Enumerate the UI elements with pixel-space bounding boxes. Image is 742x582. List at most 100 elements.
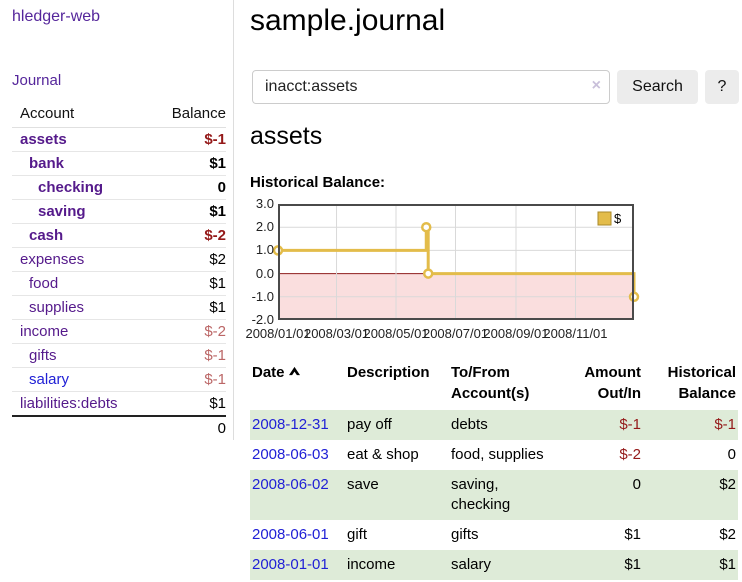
amount-header: Amount Out/In	[584, 364, 641, 402]
transaction-balance: 0	[727, 446, 736, 463]
transaction-description: save	[345, 470, 449, 520]
account-balance: 0	[153, 175, 226, 200]
transaction-accounts: food, supplies	[451, 446, 544, 463]
account-balance: $2	[153, 247, 226, 272]
transaction-description: eat & shop	[347, 446, 419, 463]
chart-title: Historical Balance:	[250, 174, 386, 191]
accounts-total-row: 0	[12, 416, 226, 440]
accounts-table: Account Balance assets $-1 bank $1 check…	[12, 102, 226, 440]
legend-swatch	[597, 211, 612, 226]
transaction-date-link[interactable]: 2008-06-01	[252, 526, 329, 543]
account-link-food[interactable]: food	[29, 275, 59, 292]
account-row: liabilities:debts $1	[12, 391, 226, 417]
account-link-supplies[interactable]: supplies	[29, 299, 85, 316]
account-link-assets[interactable]: assets	[20, 131, 67, 148]
y-axis-tick-label: 0.0	[255, 265, 274, 281]
register-row: 2008-12-31 pay off debts $-1 $-1	[250, 410, 738, 440]
account-row: cash $-2	[12, 223, 226, 248]
transaction-accounts: salary	[449, 550, 553, 580]
y-axis-tick-label: -1.0	[251, 288, 274, 304]
y-axis-tick-label: -2.0	[251, 312, 274, 327]
legend-label: $	[614, 211, 622, 226]
accounts-total-balance: 0	[217, 420, 226, 437]
data-point-marker	[422, 268, 434, 279]
account-balance: $-2	[153, 223, 226, 248]
account-row: supplies $1	[12, 295, 226, 320]
account-row: checking 0	[12, 175, 226, 200]
account-heading: assets	[250, 122, 323, 150]
account-row: income $-2	[12, 319, 226, 344]
sort-ascending-icon	[288, 366, 300, 376]
x-axis-tick-label: 2008/09/01	[483, 326, 549, 341]
balance-header: Historical Balance	[667, 364, 736, 402]
page-title: sample.journal	[250, 4, 446, 37]
data-point-marker	[421, 221, 432, 233]
account-row: saving $1	[12, 199, 226, 224]
date-header-label: Date	[252, 364, 285, 381]
account-balance: $-1	[153, 127, 226, 152]
x-axis-tick-label: 2008/07/01	[422, 326, 489, 341]
account-link-bank[interactable]: bank	[29, 155, 65, 172]
account-link-salary[interactable]: salary	[29, 371, 70, 388]
transaction-balance: $2	[719, 526, 736, 543]
search-input[interactable]	[252, 70, 610, 104]
transaction-date-link[interactable]: 2008-06-03	[252, 446, 329, 463]
transaction-balance: $-1	[643, 410, 738, 440]
account-row: food $1	[12, 271, 226, 296]
register-row: 2008-06-02 save saving, checking 0 $2	[250, 470, 738, 520]
x-axis-tick-label: 2008/11/01	[543, 326, 608, 341]
x-axis-tick-label: 2008/05/01	[363, 326, 429, 341]
register-header-row: Date Description To/From Account(s) Amou…	[250, 358, 738, 410]
account-link-checking[interactable]: checking	[38, 179, 104, 196]
account-link-income[interactable]: income	[20, 323, 69, 340]
account-link-expenses[interactable]: expenses	[20, 251, 85, 268]
transaction-description: income	[345, 550, 449, 580]
transaction-description: pay off	[345, 410, 449, 440]
sort-by-date-header[interactable]: Date	[250, 358, 345, 410]
register-row: 2008-06-01 gift gifts $1 $2	[250, 520, 738, 550]
transaction-date-link[interactable]: 2008-01-01	[252, 556, 329, 573]
sidebar-item-journal[interactable]: Journal	[12, 72, 62, 89]
transaction-balance: $2	[643, 470, 738, 520]
account-link-cash[interactable]: cash	[29, 227, 64, 244]
transaction-date-link[interactable]: 2008-12-31	[252, 416, 329, 433]
search-input-wrap: ×	[252, 70, 610, 104]
transaction-amount: $1	[624, 526, 641, 543]
transaction-accounts: debts	[449, 410, 553, 440]
y-axis-tick-label: 3.0	[255, 196, 274, 211]
transaction-amount: $1	[553, 550, 643, 580]
help-button[interactable]: ?	[705, 70, 739, 104]
balance-column-header: Balance	[153, 102, 226, 128]
account-row: expenses $2	[12, 247, 226, 272]
balance-chart-plot: $	[272, 204, 640, 320]
x-axis-tick-label: 2008/01/01	[245, 326, 311, 341]
register-row: 2008-06-03 eat & shop food, supplies $-2…	[250, 440, 738, 470]
account-row: salary $-1	[12, 367, 226, 392]
account-link-saving[interactable]: saving	[38, 203, 86, 220]
clear-search-icon[interactable]: ×	[591, 77, 601, 94]
sidebar-divider	[233, 0, 234, 440]
account-row: bank $1	[12, 151, 226, 176]
account-link-gifts[interactable]: gifts	[29, 347, 57, 364]
account-balance: $-1	[153, 343, 226, 368]
account-balance: $1	[153, 271, 226, 296]
transaction-balance: $1	[643, 550, 738, 580]
account-balance: $1	[153, 391, 226, 417]
search-button[interactable]: Search	[617, 70, 698, 104]
transaction-description: gift	[347, 526, 368, 543]
account-balance: $-1	[153, 367, 226, 392]
account-balance: $-2	[153, 319, 226, 344]
x-axis-tick-label: 2008/03/01	[303, 326, 370, 341]
register-row: 2008-01-01 income salary $1 $1	[250, 550, 738, 580]
transaction-date-link[interactable]: 2008-06-02	[252, 476, 329, 493]
y-axis-tick-label: 1.0	[255, 242, 274, 258]
account-row: gifts $-1	[12, 343, 226, 368]
transaction-amount: $-1	[553, 410, 643, 440]
description-header: Description	[347, 364, 430, 381]
account-link-liabilities-debts[interactable]: liabilities:debts	[20, 395, 118, 412]
y-axis-tick-label: 2.0	[255, 219, 274, 235]
account-balance: $1	[153, 199, 226, 224]
transaction-accounts: gifts	[451, 526, 479, 543]
account-row: assets $-1	[12, 127, 226, 152]
brand-link[interactable]: hledger-web	[12, 8, 101, 25]
